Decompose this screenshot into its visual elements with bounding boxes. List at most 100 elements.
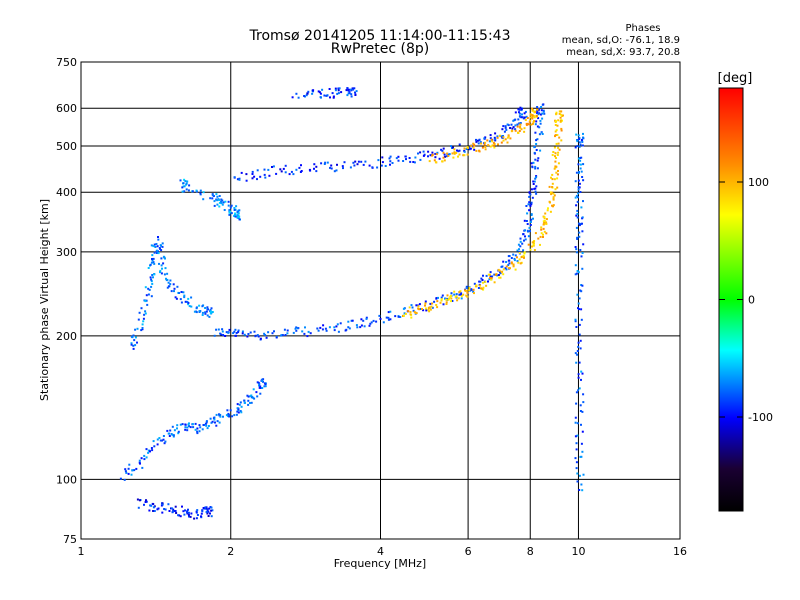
scatter-point — [156, 245, 159, 248]
scatter-point — [479, 284, 482, 287]
scatter-point — [360, 324, 363, 327]
scatter-point — [365, 317, 368, 320]
scatter-point — [119, 477, 122, 480]
scatter-point — [450, 297, 453, 300]
scatter-point — [194, 422, 197, 425]
scatter-point — [528, 209, 531, 212]
scatter-point — [441, 160, 444, 163]
scatter-point — [557, 142, 560, 145]
scatter-point — [161, 242, 164, 245]
scatter-point — [350, 319, 353, 322]
phase-stats-heading: Phases — [625, 23, 660, 34]
scatter-point — [317, 329, 320, 332]
scatter-point — [256, 169, 259, 172]
scatter-point — [452, 146, 454, 149]
scatter-point — [575, 326, 578, 328]
scatter-point — [457, 150, 460, 153]
scatter-point — [204, 311, 207, 314]
scatter-point — [217, 328, 220, 331]
scatter-point — [397, 159, 400, 162]
scatter-point — [574, 196, 577, 199]
scatter-point — [552, 192, 555, 195]
scatter-point — [560, 139, 563, 142]
scatter-point — [433, 300, 436, 303]
scatter-points — [119, 87, 585, 520]
scatter-point — [235, 332, 238, 334]
scatter-point — [344, 329, 347, 332]
scatter-point — [150, 280, 153, 283]
scatter-point — [558, 148, 561, 151]
scatter-point — [505, 265, 508, 268]
scatter-point — [207, 515, 210, 517]
scatter-point — [519, 240, 522, 243]
scatter-point — [211, 197, 214, 200]
scatter-point — [577, 373, 580, 376]
scatter-point — [533, 151, 536, 154]
y-tick-label: 750 — [56, 56, 77, 69]
scatter-point — [186, 300, 189, 303]
scatter-point — [493, 136, 496, 139]
scatter-point — [172, 510, 175, 513]
scatter-point — [206, 509, 209, 512]
scatter-point — [514, 118, 517, 121]
scatter-point — [551, 204, 553, 207]
scatter-point — [352, 88, 355, 91]
scatter-point — [213, 416, 216, 419]
scatter-point — [549, 210, 552, 213]
scatter-point — [307, 90, 310, 93]
scatter-point — [579, 143, 582, 146]
scatter-point — [199, 192, 202, 195]
scatter-point — [533, 120, 536, 122]
scatter-point — [498, 276, 501, 279]
scatter-point — [554, 165, 557, 168]
scatter-point — [524, 235, 526, 238]
scatter-point — [319, 96, 322, 99]
scatter-point — [196, 509, 199, 512]
scatter-point — [437, 296, 439, 299]
scatter-point — [493, 281, 496, 284]
scatter-point — [191, 190, 194, 193]
scatter-point — [534, 232, 537, 235]
scatter-point — [348, 92, 351, 95]
scatter-point — [504, 267, 507, 270]
scatter-point — [505, 261, 508, 263]
scatter-point — [152, 503, 155, 505]
scatter-point — [578, 222, 580, 225]
scatter-point — [436, 306, 439, 309]
scatter-point — [560, 129, 563, 132]
scatter-point — [435, 297, 438, 300]
scatter-point — [195, 517, 198, 520]
scatter-point — [336, 163, 338, 166]
y-tick-label: 400 — [56, 186, 77, 199]
scatter-point — [579, 157, 581, 159]
scatter-point — [156, 438, 159, 441]
scatter-point — [209, 310, 212, 313]
scatter-point — [512, 265, 515, 268]
scatter-point — [578, 489, 581, 491]
scatter-point — [576, 480, 579, 483]
scatter-point — [360, 160, 363, 163]
scatter-point — [473, 292, 475, 295]
scatter-point — [518, 251, 521, 254]
scatter-point — [462, 154, 465, 157]
scatter-point — [422, 309, 425, 312]
scatter-point — [442, 156, 445, 159]
scatter-point — [253, 397, 256, 400]
scatter-point — [478, 149, 480, 152]
scatter-point — [577, 186, 580, 189]
scatter-point — [528, 123, 531, 126]
scatter-point — [263, 173, 266, 176]
scatter-point — [350, 95, 353, 98]
scatter-point — [417, 305, 420, 308]
scatter-point — [530, 162, 533, 165]
scatter-point — [157, 252, 160, 255]
scatter-point — [187, 189, 190, 192]
scatter-point — [520, 116, 523, 119]
scatter-point — [151, 258, 153, 260]
scatter-point — [490, 138, 493, 141]
scatter-point — [497, 274, 500, 276]
scatter-point — [582, 473, 585, 476]
scatter-point — [575, 467, 578, 470]
scatter-point — [356, 326, 359, 329]
scatter-point — [545, 218, 548, 221]
